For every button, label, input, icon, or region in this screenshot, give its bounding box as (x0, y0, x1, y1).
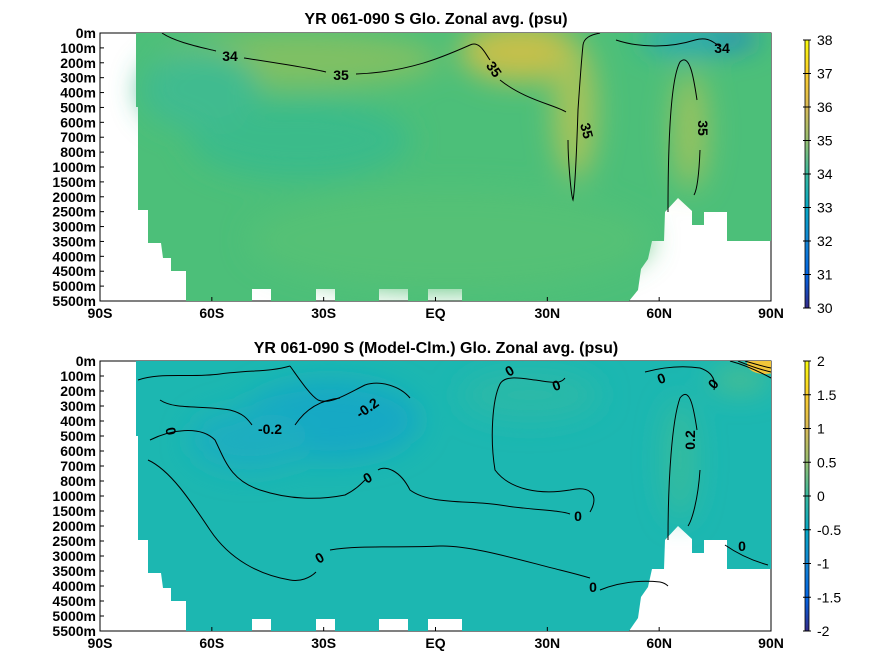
panel-salinity: YR 061-090 S Glo. Zonal avg. (psu) (52, 11, 832, 321)
y-tick-label: 1000m (52, 159, 96, 175)
contour-label: 34 (714, 40, 730, 56)
colorbar-tick-label: 1.5 (817, 387, 837, 403)
contour-label: 0.2 (682, 430, 698, 450)
figure: YR 061-090 S Glo. Zonal avg. (psu) (0, 0, 875, 656)
y-tick-label: 2500m (52, 533, 96, 549)
colorbar-tick-label: 34 (817, 166, 833, 182)
colorbar-tick-label: 35 (817, 133, 833, 149)
colorbar-tick-label: 32 (817, 233, 833, 249)
y-tick-label: 700m (60, 129, 96, 145)
y-tick-label: 0m (76, 353, 96, 369)
y-tick-label: 200m (60, 55, 96, 71)
colorbar-tick-label: -1.5 (817, 589, 841, 605)
y-tick-label: 300m (60, 398, 96, 414)
panel2-y-axis: 0m100m200m300m400m500m600m700m800m1000m1… (52, 353, 104, 639)
y-tick-label: 4000m (52, 248, 96, 264)
contour-label: 34 (222, 48, 238, 64)
x-tick-label: 30N (534, 305, 560, 321)
x-tick-label: 60N (646, 305, 672, 321)
colorbar-tick-label: 38 (817, 32, 833, 48)
y-tick-label: 800m (60, 473, 96, 489)
y-tick-label: 1500m (52, 503, 96, 519)
contour-label: 35 (695, 120, 711, 136)
y-tick-label: 600m (60, 443, 96, 459)
panel-salinity-difference: YR 061-090 S (Model-Clm.) Glo. Zonal avg… (52, 340, 841, 651)
y-tick-label: 3500m (52, 233, 96, 249)
y-tick-label: 2000m (52, 189, 96, 205)
x-tick-label: 90S (88, 635, 113, 651)
panel1-y-axis: 0m100m200m300m400m500m600m700m800m1000m1… (52, 25, 104, 309)
x-tick-label: EQ (425, 635, 445, 651)
x-tick-label: EQ (425, 305, 445, 321)
x-tick-label: 90N (758, 635, 784, 651)
colorbar-tick-label: -2 (817, 623, 830, 639)
x-tick-label: 60S (199, 305, 224, 321)
y-tick-label: 400m (60, 85, 96, 101)
panel1-colorbar: 30 31 32 33 34 35 36 37 38 (803, 32, 833, 316)
y-tick-label: 500m (60, 428, 96, 444)
colorbar-tick-label: 33 (817, 200, 833, 216)
x-tick-label: 90S (88, 305, 113, 321)
y-tick-label: 700m (60, 458, 96, 474)
y-tick-label: 5000m (52, 608, 96, 624)
colorbar-tick-label: 37 (817, 66, 833, 82)
y-tick-label: 500m (60, 99, 96, 115)
y-tick-label: 3500m (52, 563, 96, 579)
y-tick-label: 4500m (52, 263, 96, 279)
colorbar-tick-label: 2 (817, 353, 825, 369)
y-tick-label: 3000m (52, 548, 96, 564)
y-tick-label: 2500m (52, 204, 96, 220)
y-tick-label: 5000m (52, 278, 96, 294)
y-tick-label: 600m (60, 114, 96, 130)
x-tick-label: 30S (311, 635, 336, 651)
y-tick-label: 0m (76, 25, 96, 41)
y-tick-label: 400m (60, 413, 96, 429)
y-tick-label: 200m (60, 383, 96, 399)
y-tick-label: 100m (60, 40, 96, 56)
x-tick-label: 90N (758, 305, 784, 321)
y-tick-label: 300m (60, 70, 96, 86)
y-tick-label: 1500m (52, 174, 96, 190)
x-tick-label: 30S (311, 305, 336, 321)
y-tick-label: 800m (60, 144, 96, 160)
contour-label: 35 (333, 67, 349, 83)
panel1-title: YR 061-090 S Glo. Zonal avg. (psu) (304, 11, 567, 28)
y-tick-label: 3000m (52, 219, 96, 235)
colorbar-tick-label: 30 (817, 300, 833, 316)
colorbar-tick-label: 1 (817, 421, 825, 437)
colorbar-tick-label: -1 (817, 556, 830, 572)
contour-label: 0 (738, 538, 746, 554)
panel2-colorbar: -2 -1.5 -1 -0.5 0 0.5 1 1.5 2 (803, 353, 841, 639)
colorbar-tick-label: 36 (817, 99, 833, 115)
x-tick-label: 60N (646, 635, 672, 651)
colorbar-tick-label: 31 (817, 267, 833, 283)
y-tick-label: 4000m (52, 578, 96, 594)
y-tick-label: 2000m (52, 518, 96, 534)
panel2-title: YR 061-090 S (Model-Clm.) Glo. Zonal avg… (254, 340, 619, 357)
contour-label: 0 (589, 579, 597, 595)
colorbar-tick-label: 0 (817, 488, 825, 504)
contour-label: -0.2 (258, 421, 282, 437)
colorbar-tick-label: 0.5 (817, 454, 837, 470)
x-tick-label: 60S (199, 635, 224, 651)
colorbar-tick-label: -0.5 (817, 522, 841, 538)
y-tick-label: 4500m (52, 593, 96, 609)
x-tick-label: 30N (534, 635, 560, 651)
y-tick-label: 100m (60, 368, 96, 384)
y-tick-label: 1000m (52, 488, 96, 504)
contour-label: 0 (574, 508, 582, 524)
